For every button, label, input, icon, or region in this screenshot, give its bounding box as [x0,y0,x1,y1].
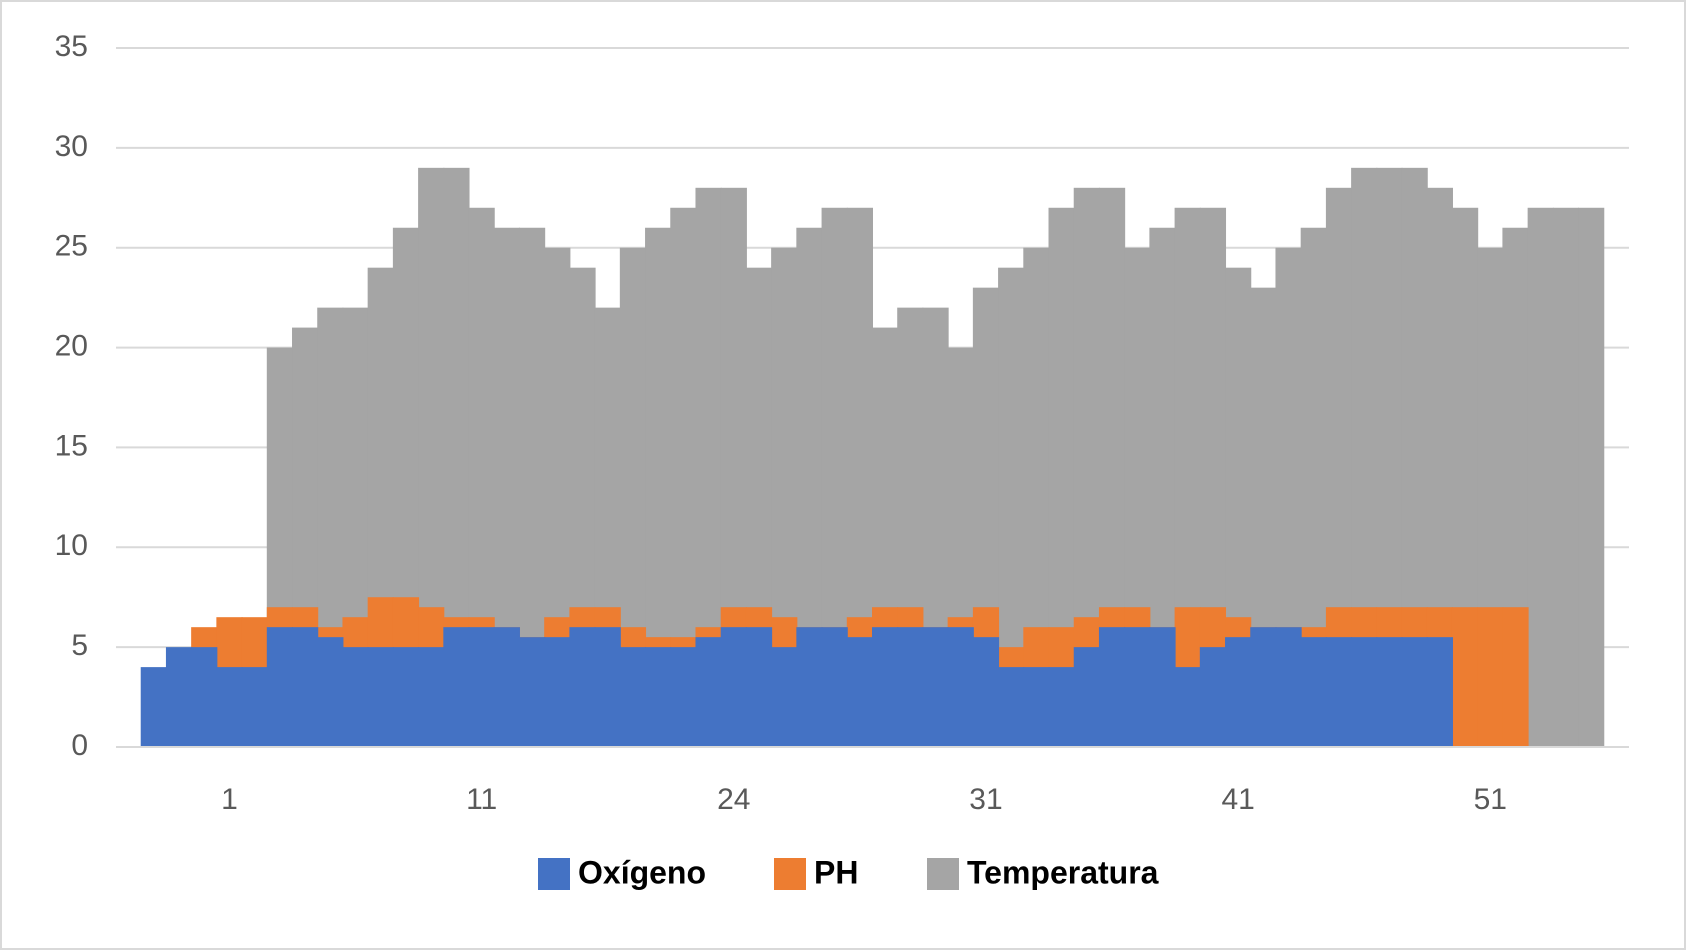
area-step [1325,637,1353,747]
legend-label: PH [814,854,858,890]
y-tick-label: 15 [55,429,88,462]
area-step [443,627,470,747]
x-tick-label: 51 [1474,783,1507,816]
area-step [1351,637,1378,747]
area-step [1401,637,1428,747]
x-tick-label: 11 [466,783,497,816]
area-step [418,647,445,747]
area-step [493,627,520,747]
area-step [745,627,773,747]
area-step [645,647,672,747]
area-step [1578,207,1605,747]
area-step [695,637,722,747]
area-step [140,667,167,747]
area-step [1527,207,1554,747]
area-step [972,637,1000,747]
area-step [191,647,218,747]
area-step [1376,637,1403,747]
area-step [1098,627,1126,747]
y-tick-label: 0 [71,729,88,762]
area-step [1451,607,1479,747]
area-step [998,667,1025,747]
area-step [720,627,747,747]
area-step [392,647,420,747]
area-step [872,627,899,747]
area-step [821,627,848,747]
area-step [342,647,369,747]
legend-label: Oxígeno [578,854,706,890]
y-tick-label: 5 [71,629,88,662]
area-step [518,637,546,747]
area-step [1300,637,1327,747]
y-tick-label: 25 [55,230,88,263]
y-tick-label: 30 [55,130,88,163]
legend-swatch [538,858,570,890]
area-step [367,647,394,747]
area-step [1552,207,1580,747]
area-step [292,627,319,747]
area-step [594,627,621,747]
area-step [897,627,924,747]
y-tick-label: 35 [55,30,88,63]
x-tick-label: 31 [969,783,1002,816]
area-step [165,647,193,747]
x-tick-label: 24 [717,783,750,816]
legend-swatch [774,858,806,890]
area-step [1124,627,1151,747]
area-step [468,627,495,747]
legend-swatch [927,858,959,890]
area-step [1149,627,1176,747]
area-step [670,647,697,747]
y-tick-label: 20 [55,329,88,362]
area-step [1250,627,1277,747]
area-step [1502,607,1529,747]
area-step [1225,637,1252,747]
area-step [1477,607,1504,747]
area-step [1275,627,1302,747]
area-step [544,637,571,747]
area-step [1174,667,1201,747]
area-step [241,667,268,747]
area-step [569,627,596,747]
area-step [1048,667,1075,747]
area-step [1199,647,1227,747]
area-step [216,667,243,747]
y-tick-label: 10 [55,529,88,562]
area-step [317,637,344,747]
area-step [1023,667,1050,747]
x-tick-label: 1 [221,783,238,816]
x-tick-label: 41 [1221,783,1254,816]
area-step [619,647,647,747]
area-step [266,627,294,747]
area-step [796,627,823,747]
area-step [771,647,798,747]
area-step [846,637,873,747]
area-step [1426,637,1453,747]
area-step [947,627,974,747]
legend-label: Temperatura [967,854,1159,890]
area-step [922,627,949,747]
area-step [1073,647,1100,747]
